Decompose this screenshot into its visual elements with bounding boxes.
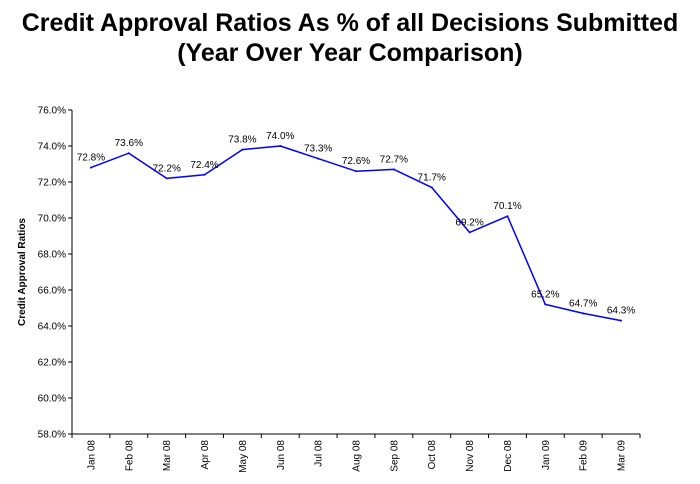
data-label: 64.3% <box>607 306 635 317</box>
x-tick-label: Jan 08 <box>86 440 97 470</box>
data-label: 71.7% <box>418 172 446 183</box>
x-tick-label: Feb 08 <box>124 440 135 472</box>
y-tick-label: 62.0% <box>38 358 66 369</box>
x-tick-label: Feb 09 <box>579 440 590 472</box>
chart-title-line-2: (Year Over Year Comparison) <box>177 39 523 67</box>
data-label: 69.2% <box>455 217 483 228</box>
x-tick-label: Dec 08 <box>503 440 514 472</box>
x-tick-label: Aug 08 <box>352 440 363 472</box>
y-axis-title: Credit Approval Ratios <box>17 218 28 326</box>
x-tick-label: Apr 08 <box>200 440 211 470</box>
x-tick-label: Jun 08 <box>276 440 287 470</box>
data-point <box>544 303 547 306</box>
chart-title-line-1: Credit Approval Ratios As % of all Decis… <box>21 9 679 37</box>
y-tick-label: 64.0% <box>38 322 66 333</box>
x-tick-label: Jul 08 <box>314 440 325 467</box>
y-tick-label: 68.0% <box>38 250 66 261</box>
y-tick-label: 74.0% <box>38 142 66 153</box>
y-tick-label: 60.0% <box>38 394 66 405</box>
data-point <box>279 145 282 147</box>
y-axis-ticks: 58.0% 60.0% 62.0% 64.0% 66.0% 68.0% 70.0% 72.0%… <box>38 106 72 441</box>
data-point <box>620 319 623 322</box>
data-label: 72.8% <box>77 153 105 164</box>
data-point <box>392 168 395 171</box>
data-label: 74.0% <box>266 131 294 142</box>
y-tick-label: 66.0% <box>38 286 66 297</box>
data-point <box>430 186 433 189</box>
chart-axes <box>71 110 640 435</box>
y-tick-label: 70.0% <box>38 214 66 225</box>
y-tick-label: 76.0% <box>38 106 66 117</box>
data-point <box>355 170 357 173</box>
data-point <box>506 215 509 218</box>
data-point <box>89 166 92 169</box>
data-label: 65.2% <box>531 289 559 300</box>
x-tick-label: Sep 08 <box>389 440 400 472</box>
x-tick-label: Oct 08 <box>427 440 438 470</box>
data-point <box>468 231 471 234</box>
data-label: 72.2% <box>152 163 180 174</box>
data-label: 73.3% <box>304 144 332 155</box>
data-label: 72.4% <box>190 160 218 171</box>
x-tick-label: May 08 <box>238 440 249 473</box>
data-point <box>582 312 585 315</box>
data-label: 73.6% <box>115 138 143 149</box>
data-point <box>317 157 320 160</box>
data-point <box>203 173 206 176</box>
chart-title: Credit Approval Ratios As % of all Decis… <box>0 8 700 68</box>
x-tick-label: Mar 09 <box>617 440 628 472</box>
data-label: 64.7% <box>569 298 597 309</box>
data-label: 70.1% <box>493 201 521 212</box>
data-point <box>241 148 244 151</box>
series-line-group <box>89 145 623 322</box>
data-label: 72.6% <box>342 156 370 167</box>
x-tick-label: Nov 08 <box>465 440 476 472</box>
x-tick-label: Mar 08 <box>162 440 173 472</box>
data-label: 72.7% <box>380 154 408 165</box>
data-point <box>165 177 168 180</box>
data-point <box>127 152 130 155</box>
data-labels: 72.8% 73.6% 72.2% 72.4% 73.8% 74.0% 73.3% 72.6%… <box>77 131 636 317</box>
y-tick-label: 58.0% <box>38 430 66 441</box>
data-label: 73.8% <box>228 135 256 146</box>
x-tick-label: Jan 09 <box>541 440 552 470</box>
y-tick-label: 72.0% <box>38 178 66 189</box>
x-axis-ticks: Jan 08 Feb 08 Mar 08 Apr 08 May 08 Jun 08 Jul … <box>71 434 641 473</box>
